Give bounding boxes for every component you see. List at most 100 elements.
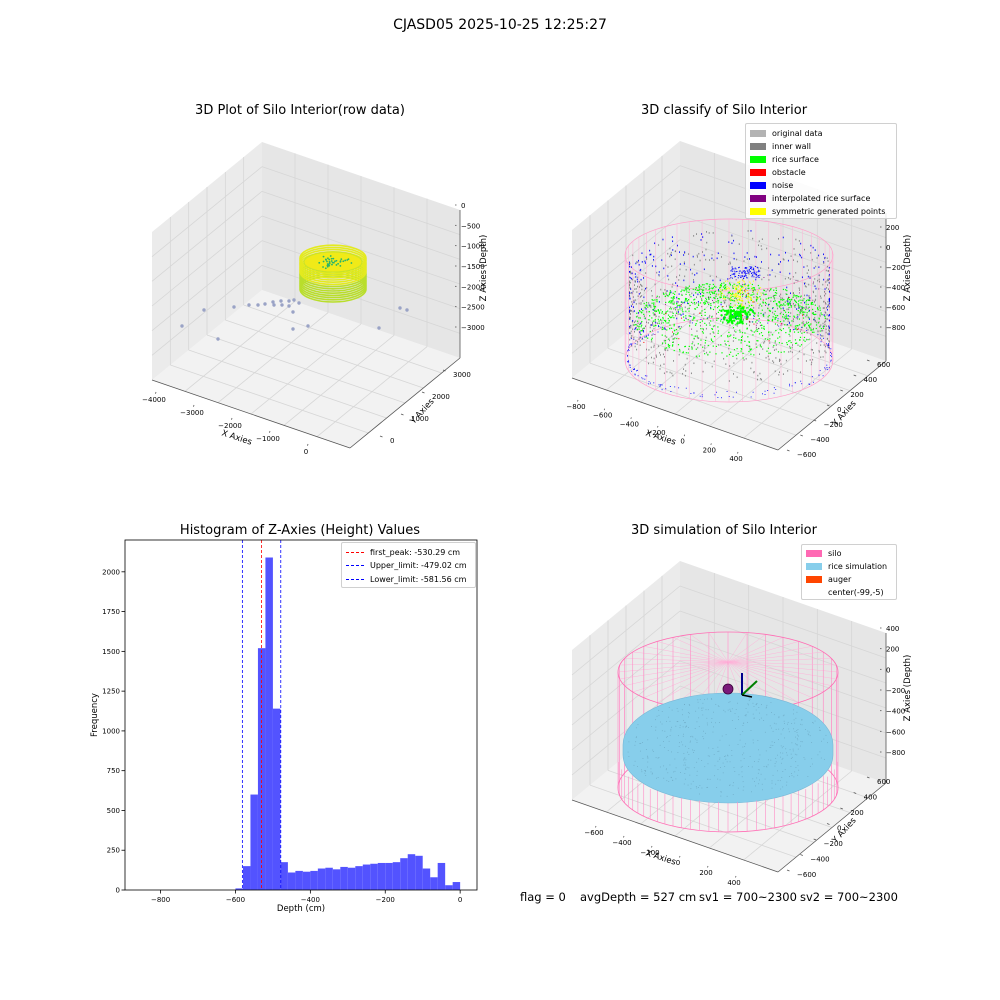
- sim-rice-point: [674, 758, 676, 760]
- cls-rice-point: [718, 305, 720, 307]
- cls-rice-point: [733, 337, 735, 339]
- cls-noise-point: [826, 364, 828, 366]
- cls-rice-point: [673, 317, 675, 319]
- cls-rice-point: [720, 284, 722, 287]
- cls-wall-point: [809, 309, 810, 312]
- cls-rice-point: [813, 318, 815, 320]
- sim-rice-point: [797, 729, 799, 730]
- sim-rice-point: [739, 734, 741, 736]
- cls-rice-point: [681, 289, 683, 291]
- cls-rice-point: [732, 355, 734, 357]
- legend-entry: noise: [750, 179, 793, 191]
- sim-rice-point: [764, 731, 766, 733]
- cls-wall-point: [640, 278, 642, 281]
- cls-wall-point: [757, 374, 759, 377]
- sim-rice-point: [734, 771, 736, 773]
- cls-rice-point: [753, 287, 755, 289]
- sim-z-tick-label: −800: [886, 749, 905, 757]
- sim-rice-point: [730, 711, 732, 712]
- cls-rice-point: [720, 294, 722, 296]
- cls-z-tick-label: −800: [886, 324, 905, 332]
- cls-wall-point: [811, 258, 813, 261]
- cls-wall-point: [687, 308, 689, 310]
- sim-rice-point: [786, 781, 788, 783]
- cls-rice-point: [782, 288, 785, 291]
- cls-wall-point: [814, 285, 816, 287]
- cls-noise-point: [730, 270, 732, 272]
- cls-wall-point: [637, 312, 639, 314]
- cls-rice-point: [667, 314, 670, 316]
- cls-wall-point: [659, 368, 661, 370]
- cls-rice-point: [705, 288, 707, 290]
- cls-noise-point: [689, 320, 691, 322]
- sim-rice-point: [793, 728, 795, 730]
- cls-wall-point: [803, 266, 805, 268]
- sim-rice-point: [734, 713, 736, 715]
- cls-rice-point: [715, 353, 717, 355]
- cls-symmetric-point: [719, 288, 721, 290]
- sim-rice-point: [748, 704, 749, 706]
- cls-rice-point: [652, 309, 654, 311]
- cls-rice-point: [737, 321, 739, 323]
- cls-rice-point: [735, 354, 737, 356]
- cls-wall-point: [671, 236, 673, 238]
- sim-rice-point: [707, 755, 709, 757]
- cls-wall-point: [697, 300, 699, 303]
- cls-rice-point: [704, 308, 706, 311]
- cls-wall-point: [758, 304, 760, 307]
- cls-noise-point: [658, 325, 659, 327]
- cls-wall-point: [652, 322, 653, 324]
- cls-rice-point: [664, 342, 667, 344]
- cls-noise-point: [757, 267, 759, 269]
- sim-rice-point: [775, 723, 777, 725]
- histogram-bar: [265, 557, 273, 890]
- sim-rice-point: [745, 708, 747, 709]
- cls-symmetric-point: [739, 295, 741, 297]
- cls-wall-point: [726, 323, 728, 325]
- sim-rice-point: [659, 744, 661, 746]
- histogram-bar: [287, 872, 296, 890]
- cls-wall-point: [757, 314, 759, 317]
- sim-rice-point: [655, 726, 657, 728]
- cls-wall-point: [748, 345, 750, 348]
- cls-rice-point: [738, 283, 740, 285]
- cls-rice-point: [657, 318, 659, 320]
- sim-rice-point: [748, 700, 750, 702]
- cls-wall-point: [713, 360, 715, 363]
- cls-wall-point: [805, 315, 807, 318]
- cls-wall-point: [805, 306, 807, 309]
- cls-rice-point: [760, 346, 763, 348]
- cls-rice-point: [697, 303, 700, 305]
- cls-noise-point: [767, 322, 769, 324]
- cls-rice-point: [702, 289, 705, 291]
- sim-rice-point: [801, 719, 803, 721]
- cls-rice-point: [669, 344, 671, 347]
- sim-rice-point: [783, 720, 785, 722]
- cls-rice-point: [808, 299, 811, 301]
- cls-wall-point: [718, 344, 720, 346]
- cls-wall-point: [651, 356, 652, 359]
- cls-noise-point: [825, 368, 827, 370]
- legend-label: center(-99,-5): [828, 587, 884, 597]
- sim-rice-point: [663, 777, 665, 779]
- cls-rice-point: [749, 349, 751, 351]
- sim-rice-point: [684, 778, 686, 780]
- cls-rice-point: [673, 293, 676, 295]
- sim-rice-point: [683, 733, 684, 735]
- cls-wall-point: [692, 341, 694, 343]
- raw-data-point: [180, 324, 184, 328]
- cls-rice-point: [738, 339, 740, 341]
- sim-rice-point: [775, 761, 777, 763]
- cls-rice-point: [714, 297, 716, 299]
- cls-rice-point: [661, 311, 664, 313]
- sim-rice-point: [719, 739, 721, 741]
- cls-rice-point: [688, 285, 691, 287]
- raw-y-tick-label: 0: [390, 437, 394, 445]
- cls-wall-point: [712, 279, 714, 282]
- cls-noise-point: [627, 360, 629, 362]
- sim-rice-point: [780, 756, 781, 758]
- cls-symmetric-point: [739, 280, 741, 282]
- cls-rice-point: [686, 300, 688, 302]
- cls-rice-point: [681, 294, 683, 296]
- cls-noise-point: [738, 272, 740, 274]
